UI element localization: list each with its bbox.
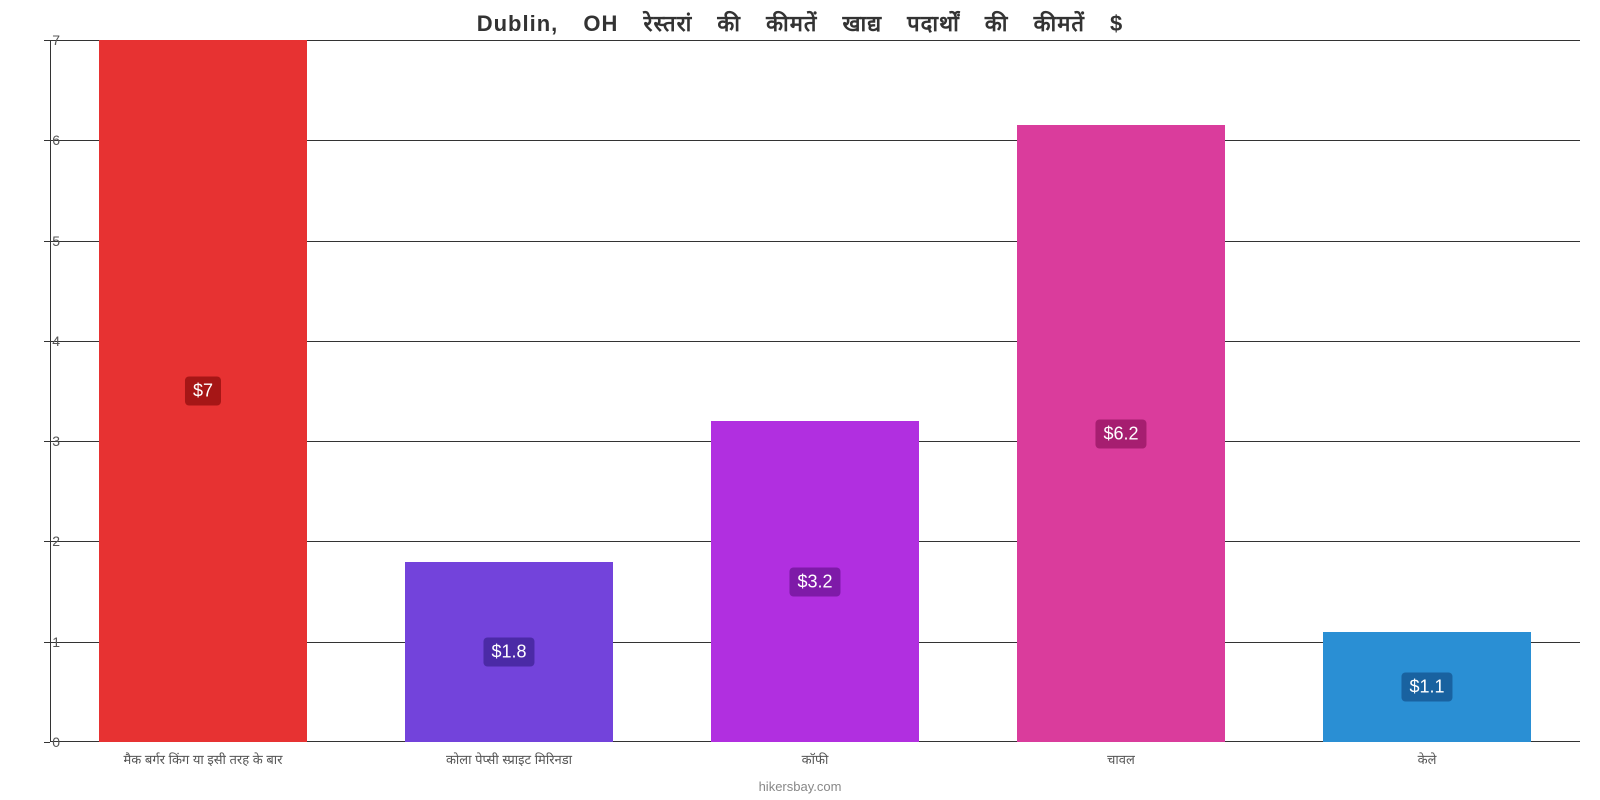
y-axis-label: 0 <box>52 734 60 750</box>
y-axis-label: 5 <box>52 233 60 249</box>
chart-title: Dublin, OH रेस्तरां की कीमतें खाद्य पदार… <box>0 0 1600 38</box>
y-axis-label: 6 <box>52 132 60 148</box>
bar: $3.2 <box>711 421 919 742</box>
x-axis-label: कॉफी <box>802 750 829 768</box>
bar-value-label: $3.2 <box>789 567 840 596</box>
y-axis-label: 4 <box>52 333 60 349</box>
y-axis-label: 3 <box>52 433 60 449</box>
x-axis-label: मैक बर्गर किंग या इसी तरह के बार <box>124 750 283 768</box>
bar: $1.8 <box>405 562 613 743</box>
attribution-text: hikersbay.com <box>759 779 842 794</box>
bar-value-label: $1.1 <box>1401 672 1452 701</box>
bar: $6.2 <box>1017 125 1225 742</box>
bar-value-label: $6.2 <box>1095 419 1146 448</box>
y-axis-label: 1 <box>52 634 60 650</box>
x-axis-label: चावल <box>1107 750 1135 768</box>
y-axis-label: 2 <box>52 533 60 549</box>
bar: $7 <box>99 40 307 742</box>
y-tick <box>44 742 50 743</box>
bar: $1.1 <box>1323 632 1531 742</box>
x-axis-label: कोला पेप्सी स्प्राइट मिरिनडा <box>446 750 572 768</box>
chart-plot-area: $7मैक बर्गर किंग या इसी तरह के बार$1.8को… <box>50 40 1580 742</box>
bar-value-label: $1.8 <box>483 637 534 666</box>
y-axis <box>50 40 51 742</box>
x-axis-label: केले <box>1418 750 1437 768</box>
bar-value-label: $7 <box>185 377 221 406</box>
y-axis-label: 7 <box>52 32 60 48</box>
